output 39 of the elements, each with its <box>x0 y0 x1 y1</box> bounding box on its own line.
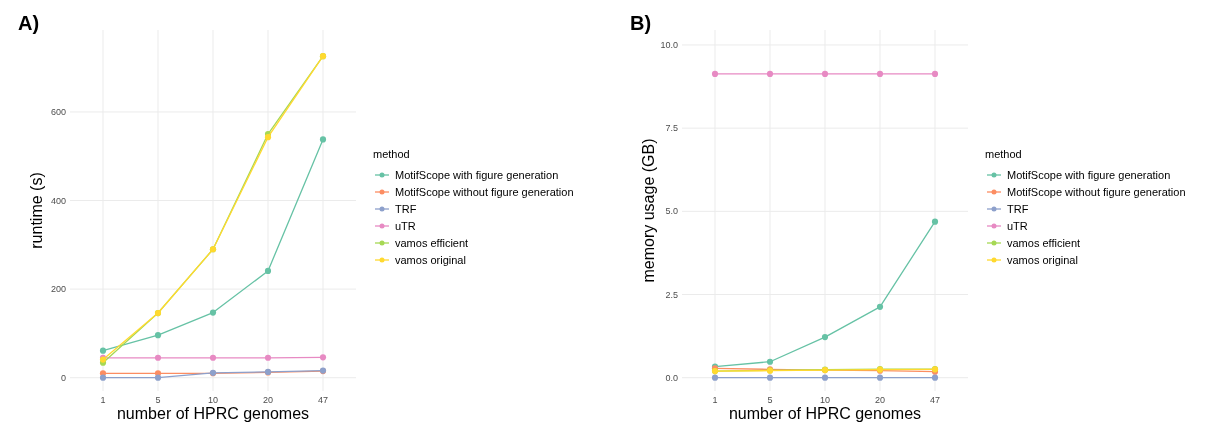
legend-label: vamos original <box>395 253 466 266</box>
legend-title: method <box>985 148 1022 160</box>
y-tick-label: 600 <box>50 107 66 118</box>
y-axis-title: memory usage (GB) <box>640 138 657 283</box>
legend-label: uTR <box>1007 219 1028 232</box>
x-tick-label: 5 <box>155 395 161 405</box>
legend-label: TRF <box>395 202 417 215</box>
legend-label: MotifScope without figure generation <box>1007 185 1186 198</box>
y-tick-label: 2.5 <box>665 289 678 300</box>
y-tick-label: 0.0 <box>665 372 678 383</box>
x-tick-label: 10 <box>207 395 219 405</box>
legend-label: vamos efficient <box>1007 236 1081 249</box>
x-tick-label: 1 <box>712 395 718 405</box>
legend-label: vamos efficient <box>395 236 469 249</box>
x-tick-label: 47 <box>317 395 329 405</box>
x-tick-label: 5 <box>767 395 773 405</box>
y-tick-label: 400 <box>50 195 66 206</box>
legend-label: vamos original <box>1007 253 1078 266</box>
y-tick-label: 200 <box>50 284 66 295</box>
chart-title: A) <box>18 12 40 34</box>
x-tick-label: 20 <box>874 395 886 405</box>
y-tick-label: 7.5 <box>665 123 678 134</box>
x-tick-label: 47 <box>929 395 941 405</box>
x-axis-title: number of HPRC genomes <box>116 405 310 422</box>
y-axis-title: runtime (s) <box>28 172 45 249</box>
legend-title: method <box>373 148 410 160</box>
x-tick-label: 1 <box>100 395 106 405</box>
legend-label: TRF <box>1007 202 1029 215</box>
legend-label: uTR <box>395 219 416 232</box>
legend-label: MotifScope without figure generation <box>395 185 574 198</box>
chart-title: B) <box>630 12 652 34</box>
legend-label: MotifScope with figure generation <box>395 168 559 181</box>
x-tick-label: 10 <box>819 395 831 405</box>
x-axis-title: number of HPRC genomes <box>728 405 922 422</box>
y-tick-label: 5.0 <box>665 206 678 217</box>
y-tick-label: 10.0 <box>660 40 678 51</box>
legend-label: MotifScope with figure generation <box>1007 168 1171 181</box>
x-tick-label: 20 <box>262 395 274 405</box>
y-tick-label: 0 <box>60 372 66 383</box>
